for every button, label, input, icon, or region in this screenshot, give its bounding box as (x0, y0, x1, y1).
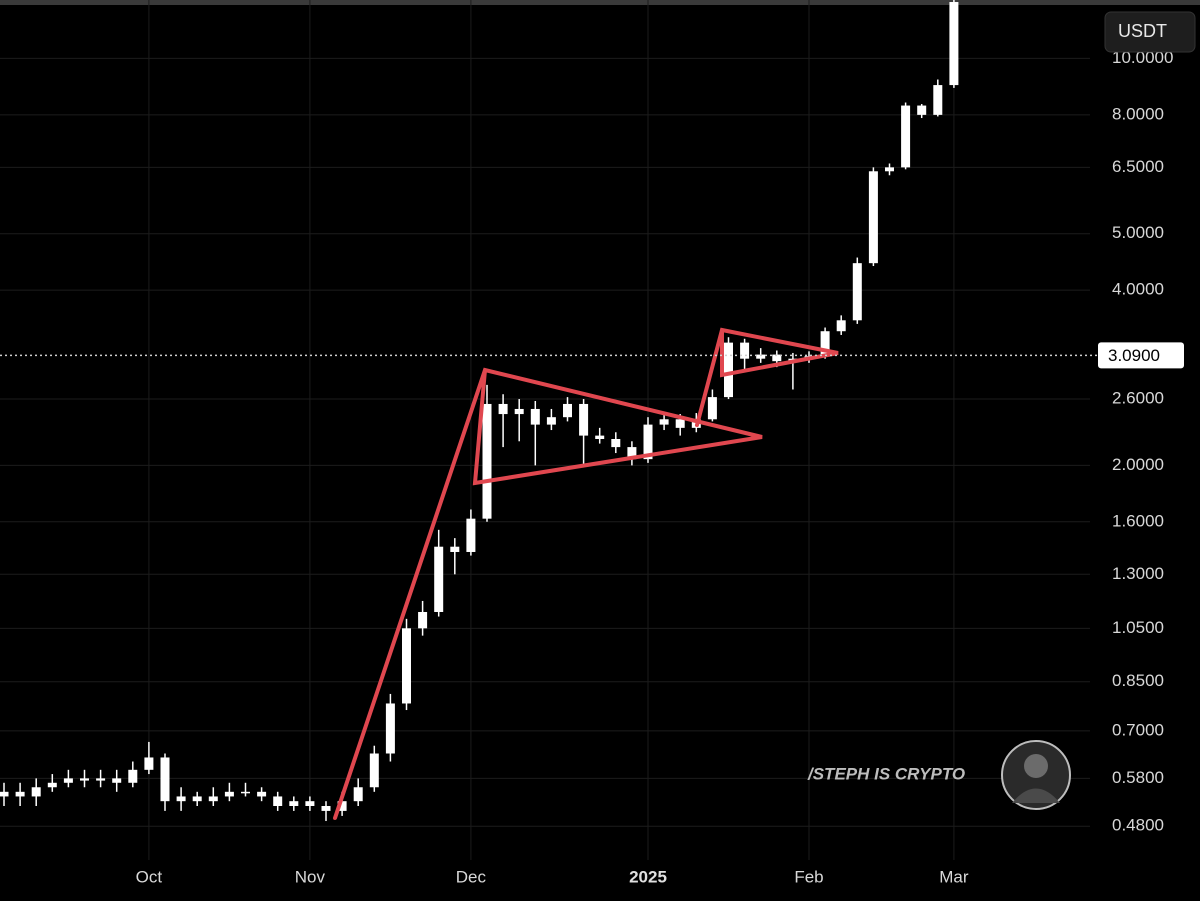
y-tick-label: 8.0000 (1112, 104, 1164, 123)
y-tick-label: 2.0000 (1112, 455, 1164, 474)
currency-button[interactable]: USDT (1104, 11, 1196, 53)
candle-body (772, 354, 782, 362)
candle-body (176, 796, 186, 802)
candle-body (756, 354, 766, 359)
candle-body (15, 791, 25, 797)
x-tick-label: Nov (295, 867, 326, 886)
candle-body (627, 447, 637, 460)
candle-body (707, 397, 717, 420)
pattern-annotations (333, 327, 839, 820)
candle-body (128, 769, 138, 783)
last-price-label: 3.0900 (1108, 346, 1160, 365)
candle-body (289, 801, 299, 806)
watermark-text: /STEPH IS CRYPTO (807, 764, 965, 783)
candle-body (820, 331, 830, 357)
pennant-2 (695, 327, 839, 427)
candle-body (402, 628, 411, 704)
candle-body (31, 787, 41, 797)
candle-body (836, 320, 846, 332)
pennant-1 (333, 367, 763, 820)
candle-body (675, 419, 685, 428)
candle-body (434, 546, 444, 612)
candle-body (160, 757, 170, 802)
y-tick-label: 1.0500 (1112, 618, 1164, 637)
candle-body (273, 796, 283, 806)
candle-body (47, 782, 57, 788)
candle-body (63, 778, 73, 783)
y-tick-label: 0.5800 (1112, 768, 1164, 787)
y-tick-label: 1.3000 (1112, 564, 1164, 583)
candle-body (0, 791, 9, 797)
candle-body (659, 419, 669, 425)
y-tick-label: 0.4800 (1112, 816, 1164, 835)
candle-body (112, 778, 122, 783)
candle-body (579, 403, 589, 436)
candle-body (305, 801, 315, 806)
y-tick-label: 1.6000 (1112, 511, 1164, 530)
candle-body (241, 791, 250, 794)
y-tick-label: 6.5000 (1112, 157, 1164, 176)
candle-body (852, 263, 862, 321)
candle-body (418, 611, 428, 629)
candle-body (321, 805, 331, 811)
y-axis: 0.4800 0.5800 0.7000 0.8500 1.0500 1.3000 1.60… (0, 48, 1184, 886)
candle-body (257, 791, 267, 797)
y-tick-label: 10.0000 (1112, 48, 1173, 67)
candle-body (192, 796, 202, 802)
candle-body (337, 801, 347, 811)
candle-body (224, 791, 234, 797)
candle-body (80, 778, 89, 781)
candle-body (96, 778, 106, 781)
x-tick-label: 2025 (629, 867, 667, 886)
candle-body (482, 403, 492, 519)
y-tick-label: 2.6000 (1112, 389, 1164, 408)
candle-body (546, 417, 556, 425)
y-tick-label: 4.0000 (1112, 280, 1164, 299)
candle-body (740, 342, 750, 359)
candle-body (450, 546, 460, 552)
candle-body (530, 408, 540, 425)
candle-body (514, 408, 524, 415)
last-price-box (1098, 342, 1184, 369)
candle-body (933, 85, 943, 115)
candle-body (901, 105, 911, 168)
candle-body (868, 171, 878, 264)
grid (0, 0, 1090, 860)
candle-body (949, 2, 959, 86)
button-label[interactable]: USDT (1118, 21, 1167, 41)
candle-body (353, 787, 363, 802)
button-bg[interactable] (1104, 11, 1196, 53)
candle-body (917, 105, 927, 115)
candle-body (498, 403, 508, 415)
candle-body (144, 757, 154, 770)
candle-body (885, 167, 894, 172)
x-tick-label: Feb (794, 867, 823, 886)
avatar-body (1012, 788, 1060, 803)
candles (0, 0, 959, 822)
candle-body (611, 438, 621, 448)
watermark: /STEPH IS CRYPTO (807, 740, 1071, 810)
y-tick-label: 5.0000 (1112, 223, 1164, 242)
candle-body (563, 403, 572, 418)
top-bar (0, 0, 1200, 5)
x-tick-label: Dec (456, 867, 487, 886)
candle-body (385, 703, 395, 754)
x-tick-label: Mar (939, 867, 969, 886)
y-tick-label: 0.7000 (1112, 720, 1164, 739)
candle-body (595, 435, 605, 439)
candle-body (369, 753, 379, 788)
y-tick-label: 0.8500 (1112, 671, 1164, 690)
x-tick-label: Oct (136, 867, 163, 886)
candle-body (724, 342, 733, 398)
candle-body (208, 796, 218, 802)
candle-body (466, 518, 476, 552)
avatar-head (1024, 754, 1048, 778)
candle-body (643, 424, 653, 460)
